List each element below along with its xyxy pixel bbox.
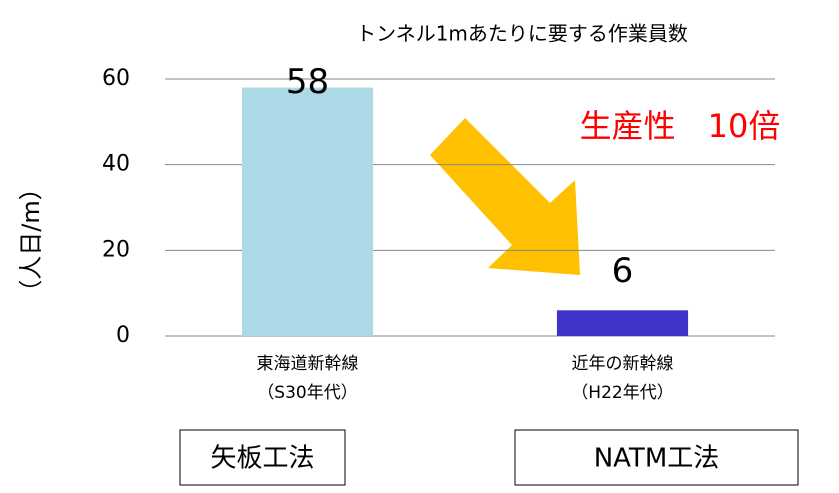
method-box [514, 429, 799, 486]
data-label: 6 [612, 251, 634, 291]
bar [556, 310, 689, 336]
annotation: 生産性 10倍 [580, 107, 781, 145]
x-tick-sublabel: （S30年代） [257, 383, 357, 403]
method-box [179, 429, 346, 486]
y-tick-label: 40 [102, 152, 130, 177]
y-tick-label: 60 [102, 66, 130, 91]
y-axis-label: （人日/m） [17, 176, 45, 303]
arrow [430, 118, 580, 275]
x-tick-label: 近年の新幹線 [572, 353, 674, 374]
chart-title: トンネル1mあたりに要する作業員数 [356, 22, 688, 46]
y-tick-label: 20 [102, 237, 130, 262]
x-tick-label: 東海道新幹線 [257, 353, 359, 374]
method-label: NATM工法 [594, 444, 720, 474]
bar [241, 87, 374, 336]
data-label: 58 [286, 62, 329, 102]
method-label: 矢板工法 [210, 444, 314, 474]
x-tick-sublabel: （H22年代） [571, 383, 673, 403]
y-tick-label: 0 [116, 323, 130, 348]
